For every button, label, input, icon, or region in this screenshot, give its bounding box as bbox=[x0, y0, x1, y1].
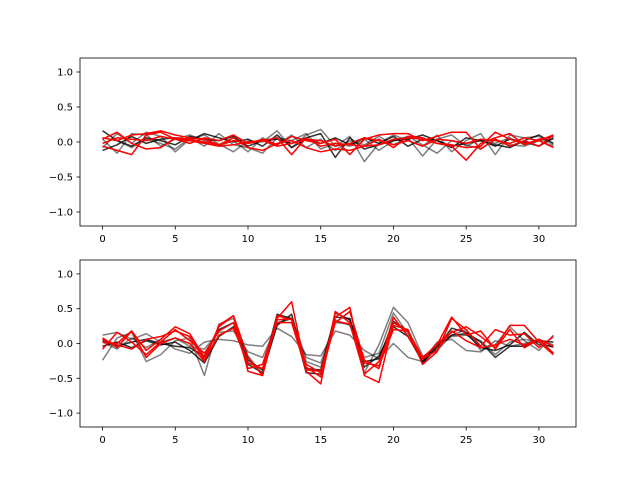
x-tick-label: 20 bbox=[387, 435, 400, 446]
axes-1: 0 5 10 15 20 25 30 −1.0 −0.5 0.0 0.5 1.0 bbox=[49, 57, 577, 245]
axes-2: 0 5 10 15 20 25 30 −1.0 −0.5 0.0 0.5 1.0 bbox=[49, 259, 577, 446]
y-tick-label: −1.0 bbox=[49, 409, 73, 420]
y-tick-label: −1.0 bbox=[49, 208, 73, 219]
x-tick-label: 30 bbox=[533, 234, 546, 245]
y-tick-label: −0.5 bbox=[49, 374, 73, 385]
x-tick-label: 15 bbox=[314, 435, 327, 446]
x-tick-label: 30 bbox=[533, 435, 546, 446]
x-tick-label: 20 bbox=[387, 234, 400, 245]
series-line-8 bbox=[102, 130, 554, 156]
series-line-9 bbox=[102, 135, 554, 149]
series-line-8 bbox=[102, 310, 554, 378]
x-tick-label: 5 bbox=[172, 435, 178, 446]
x-tick-label: 5 bbox=[172, 234, 178, 245]
y-tick-label: 0.0 bbox=[57, 138, 73, 149]
x-tick-label: 25 bbox=[460, 234, 473, 245]
plots: 0 5 10 15 20 25 30 −1.0 −0.5 0.0 0.5 1.0 0 5 10 15 20 25 3… bbox=[49, 57, 577, 446]
y-tick-label: 1.0 bbox=[57, 68, 73, 79]
x-tick-label: 15 bbox=[314, 234, 327, 245]
y-tick-label: 0.5 bbox=[57, 103, 73, 114]
x-tick-label: 10 bbox=[242, 234, 255, 245]
y-tick-label: 0.0 bbox=[57, 339, 73, 350]
series-group bbox=[101, 301, 554, 385]
x-tick-label: 0 bbox=[99, 234, 105, 245]
y-tick-label: −0.5 bbox=[49, 173, 73, 184]
series-line-1 bbox=[102, 128, 554, 163]
y-tick-label: 1.0 bbox=[57, 269, 73, 280]
x-tick-label: 25 bbox=[460, 435, 473, 446]
x-tick-label: 0 bbox=[99, 435, 105, 446]
x-tick-label: 10 bbox=[242, 435, 255, 446]
series-group bbox=[102, 128, 554, 163]
series-line-9 bbox=[102, 320, 554, 373]
y-tick-label: 0.5 bbox=[57, 304, 73, 315]
